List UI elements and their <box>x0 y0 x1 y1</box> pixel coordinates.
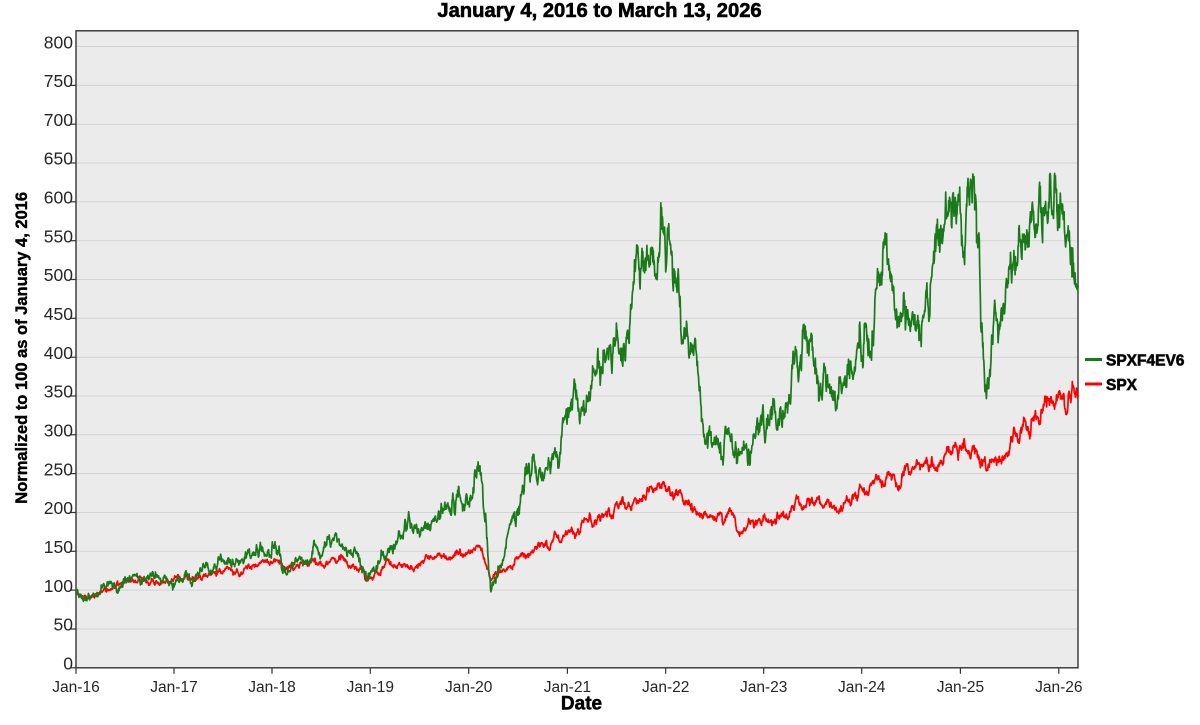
svg-text:300: 300 <box>44 421 73 441</box>
svg-text:Date: Date <box>561 694 602 715</box>
svg-text:Jan-23: Jan-23 <box>740 679 787 696</box>
svg-text:550: 550 <box>44 226 73 246</box>
svg-text:Jan-17: Jan-17 <box>150 679 197 696</box>
svg-text:200: 200 <box>44 498 73 518</box>
svg-text:Jan-20: Jan-20 <box>445 679 493 696</box>
svg-text:Normalized to 100 as of Januar: Normalized to 100 as of January 4, 2016 <box>13 192 31 504</box>
svg-text:650: 650 <box>44 149 73 169</box>
svg-text:Jan-25: Jan-25 <box>937 679 984 696</box>
svg-text:100: 100 <box>44 576 73 596</box>
svg-text:500: 500 <box>44 265 73 285</box>
svg-text:350: 350 <box>44 382 73 402</box>
svg-text:700: 700 <box>44 110 73 130</box>
svg-text:Jan-24: Jan-24 <box>838 679 886 696</box>
svg-text:Jan-18: Jan-18 <box>248 679 295 696</box>
svg-text:Jan-26: Jan-26 <box>1035 679 1082 696</box>
svg-text:800: 800 <box>44 32 73 52</box>
svg-text:Jan-16: Jan-16 <box>52 679 99 696</box>
svg-text:SPXF4EV6: SPXF4EV6 <box>1106 353 1185 370</box>
svg-text:400: 400 <box>44 343 73 363</box>
svg-text:750: 750 <box>44 71 73 91</box>
svg-text:50: 50 <box>54 615 74 635</box>
svg-text:250: 250 <box>44 459 73 479</box>
svg-text:Jan-22: Jan-22 <box>642 679 689 696</box>
svg-text:0: 0 <box>63 654 73 674</box>
svg-text:150: 150 <box>44 537 73 557</box>
svg-text:600: 600 <box>44 188 73 208</box>
svg-text:January 4, 2016 to March 13, 2: January 4, 2016 to March 13, 2026 <box>437 0 761 22</box>
svg-text:SPX: SPX <box>1106 377 1138 394</box>
svg-text:Jan-19: Jan-19 <box>347 679 394 696</box>
svg-text:450: 450 <box>44 304 73 324</box>
